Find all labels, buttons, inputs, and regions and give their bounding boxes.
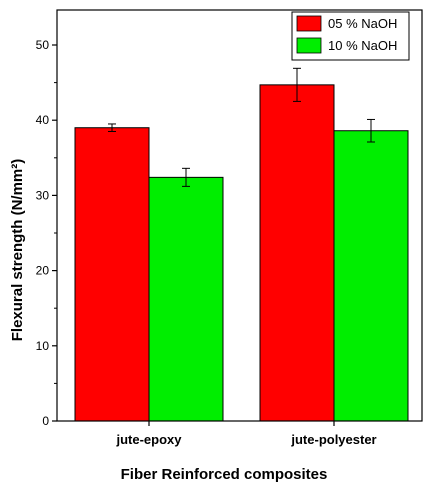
legend-label: 10 % NaOH: [328, 38, 397, 53]
x-tick-label: jute-epoxy: [115, 432, 182, 447]
plot-frame: [56, 9, 423, 422]
y-tick-label: 20: [36, 264, 50, 278]
y-axis-title: Flexural strength (N/mm²): [9, 159, 26, 342]
y-tick-label: 50: [36, 38, 50, 52]
error-bars: [108, 67, 375, 187]
x-tick-label: jute-polyester: [290, 432, 376, 447]
bar: [74, 127, 150, 422]
y-tick-label: 40: [36, 113, 50, 127]
legend-swatch: [296, 37, 322, 54]
bar: [148, 176, 224, 422]
y-tick-label: 10: [36, 339, 50, 353]
legend-label: 05 % NaOH: [328, 16, 397, 31]
legend-swatch: [296, 15, 322, 32]
legend: 05 % NaOH 10 % NaOH: [291, 11, 410, 61]
y-tick-label: 30: [36, 188, 50, 202]
y-tick-label: 0: [42, 414, 49, 428]
axes: 0 10 20 30 40 50 jute-epoxy jute-polyester: [36, 9, 423, 447]
bar: [259, 84, 335, 422]
bar: [333, 130, 409, 422]
x-axis-title: Fiber Reinforced composites: [121, 466, 328, 483]
bars: [74, 84, 409, 422]
